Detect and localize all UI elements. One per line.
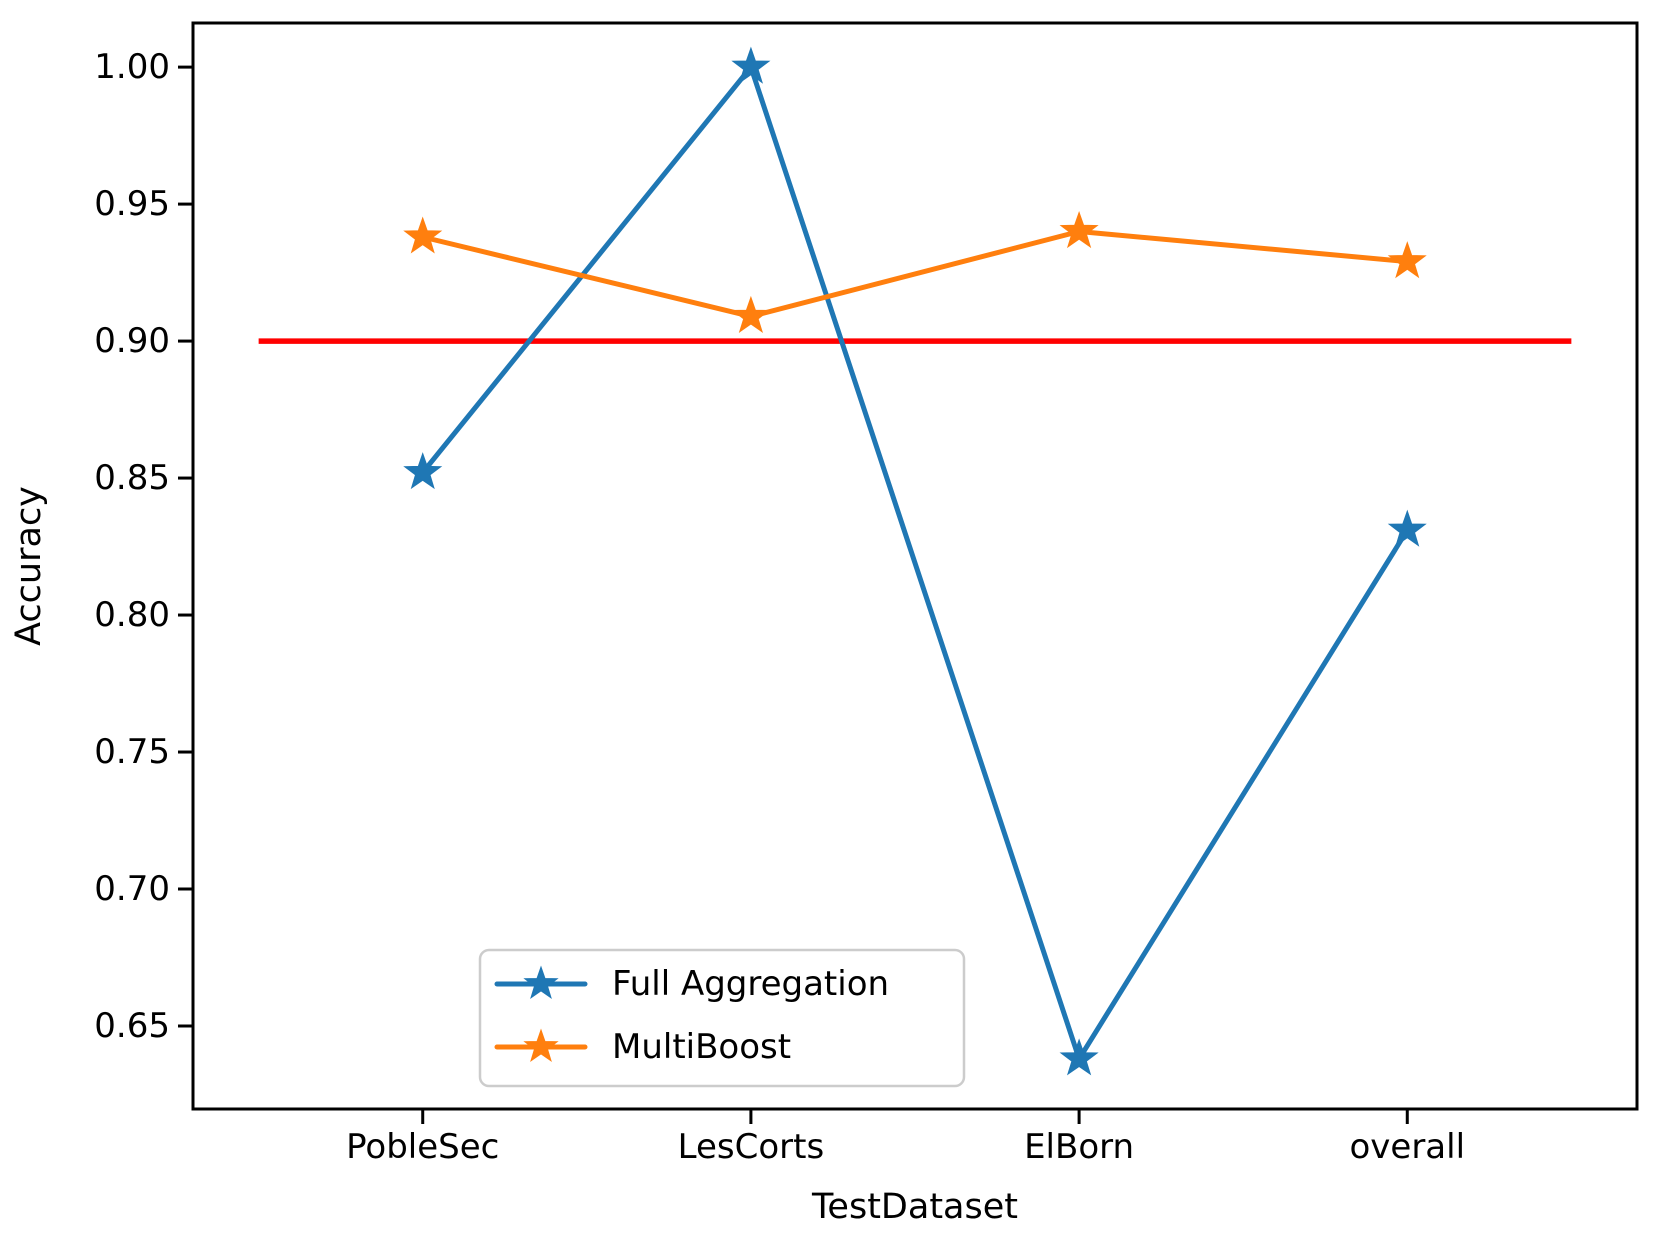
y-tick-label: 0.95	[94, 184, 170, 224]
legend: Full Aggregation MultiBoost	[478, 948, 966, 1088]
y-tick-label: 1.00	[94, 47, 170, 87]
legend-box	[478, 948, 966, 1088]
x-axis-label: TestDataset	[811, 1187, 1018, 1227]
star-marker	[403, 216, 443, 254]
y-tick-label: 0.80	[94, 595, 170, 635]
plot-frame	[191, 21, 1639, 1111]
y-axis-label: Accuracy	[9, 486, 49, 646]
series-line-multiboost	[420, 229, 1410, 319]
legend-entry-full-aggregation: Full Aggregation	[612, 964, 889, 1004]
y-tick-label: 0.65	[94, 1006, 170, 1046]
plot-series	[258, 46, 1572, 1076]
x-tick-label: ElBorn	[1024, 1127, 1134, 1167]
y-tick-label: 0.85	[94, 458, 170, 498]
star-marker	[403, 452, 443, 490]
x-tick-label: LesCorts	[678, 1127, 825, 1167]
legend-entry-multiboost: MultiBoost	[612, 1027, 791, 1067]
x-tick-label: PobleSec	[346, 1127, 499, 1167]
star-marker	[1059, 210, 1099, 249]
star-marker	[731, 295, 771, 334]
star-marker	[1059, 1038, 1099, 1076]
y-tick-label: 0.70	[94, 869, 170, 909]
legend-samples	[494, 965, 588, 1063]
star-marker	[1387, 509, 1427, 547]
axes-ticks: 0.65 0.70 0.75 0.80 0.85 0.90 0.95 1.00 PobleSec…	[94, 47, 1465, 1167]
series-line-full-aggregation	[420, 64, 1410, 1062]
y-tick-label: 0.75	[94, 732, 170, 772]
y-tick-label: 0.90	[94, 321, 170, 361]
star-marker	[1387, 241, 1427, 279]
legend-star-marker	[523, 965, 559, 1000]
star-marker	[731, 46, 771, 84]
legend-star-marker	[523, 1028, 559, 1063]
x-tick-label: overall	[1349, 1127, 1465, 1167]
